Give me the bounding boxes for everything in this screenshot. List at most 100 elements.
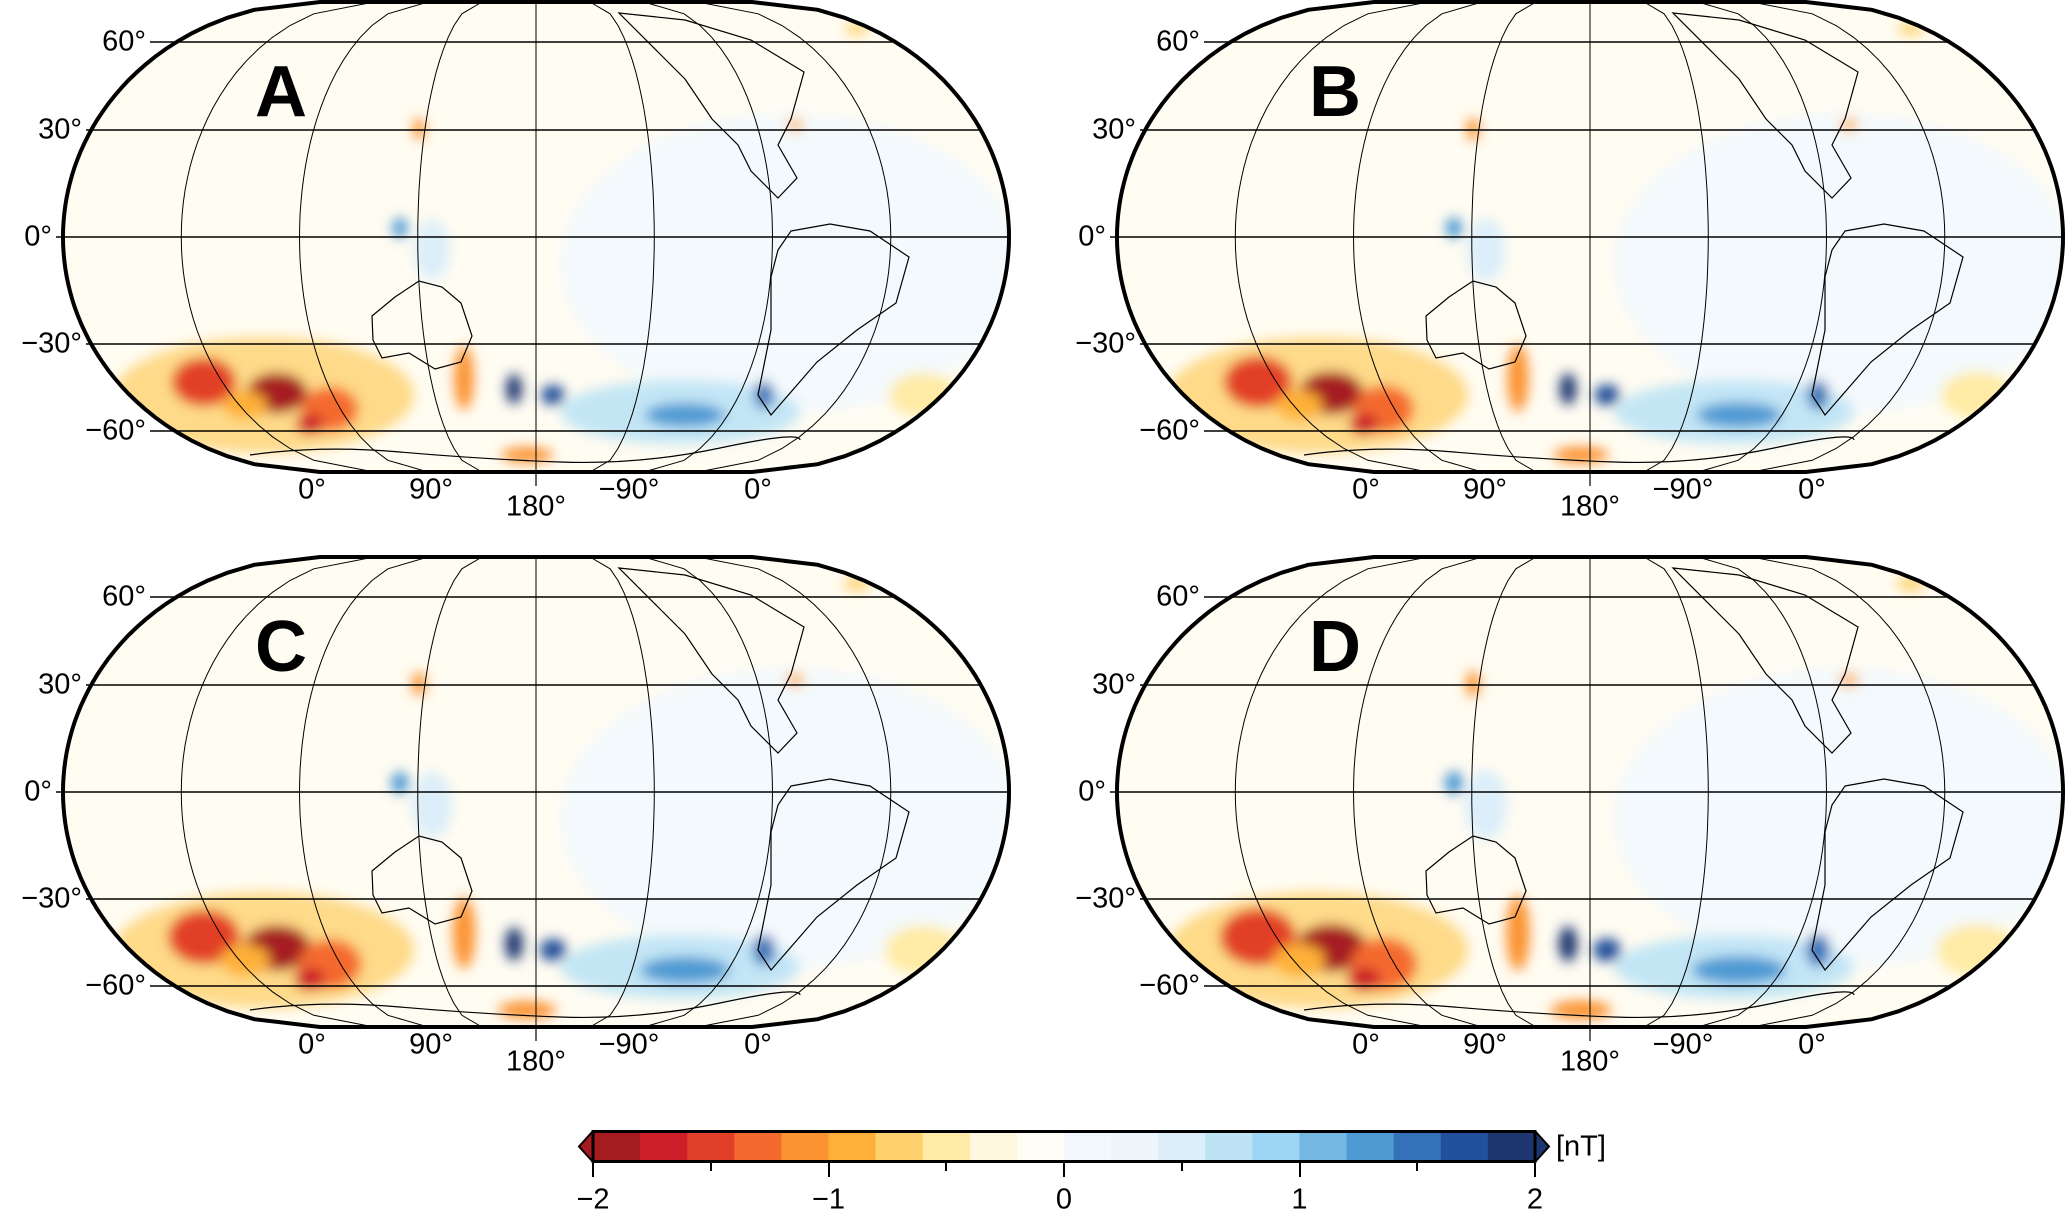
anomaly-contour (172, 358, 236, 406)
coastline (617, 567, 805, 754)
anomaly-contour (223, 391, 267, 419)
anomaly-contour (1444, 771, 1464, 795)
anomaly-contour (1466, 117, 1480, 141)
latitude-label: −30° (21, 327, 82, 360)
colorbar-tick (1534, 1163, 1536, 1177)
anomaly-contour (1614, 668, 2063, 968)
anomaly-contour (640, 956, 730, 984)
anomaly-contour (645, 403, 725, 427)
colorbar-tick (1298, 1163, 1301, 1177)
coastline-antarctica (1303, 436, 1855, 464)
colorbar-bin (875, 1132, 924, 1161)
anomaly-contour (1507, 344, 1529, 412)
colorbar-tick (592, 1163, 594, 1177)
longitude-label: 0° (744, 1028, 772, 1061)
anomaly-contour (414, 220, 450, 280)
coastline (371, 835, 473, 925)
anomaly-contour (541, 385, 565, 405)
longitude-label: 90° (409, 473, 453, 506)
longitude-label: 0° (298, 473, 326, 506)
colorbar-bin (1299, 1132, 1348, 1161)
latitude-label: −60° (85, 969, 146, 1002)
anomaly-contour (1275, 390, 1323, 420)
anomaly-contour (1349, 413, 1379, 435)
anomaly-contour (413, 118, 425, 140)
panel-label: A (255, 52, 307, 132)
map (56, 555, 1012, 1041)
map-panel-a: A 60° 30° 0° −30° −60° 0° 90° 180° −90° 0° (0, 0, 1030, 540)
anomaly-contour (294, 967, 326, 991)
longitude-label: −90° (598, 473, 660, 506)
longitude-label: −90° (1652, 473, 1714, 506)
latitude-label: 0° (1078, 220, 1106, 253)
anomaly-contour (1466, 218, 1506, 282)
coastline (1425, 280, 1527, 370)
latitude-label: 60° (1156, 25, 1200, 58)
latitude-label: 30° (38, 113, 82, 146)
anomaly-contour (1464, 769, 1508, 841)
colorbar-frame (591, 1130, 1537, 1163)
anomaly-contour (392, 218, 408, 238)
colorbar-bin (1346, 1132, 1395, 1161)
colorbar-tick (1063, 1163, 1065, 1177)
longitude-label: 0° (1798, 1028, 1826, 1061)
anomaly-contour (506, 374, 522, 404)
coastline (617, 12, 805, 199)
map (1110, 555, 2066, 1041)
colorbar-bin (1440, 1132, 1489, 1161)
coastline (1671, 567, 1859, 754)
anomaly-contour (1465, 671, 1481, 697)
coastline (1671, 12, 1859, 199)
map-frame (60, 555, 1012, 1029)
map-panel-c: C 60° 30° 0° −30° −60° 0° 90° 180° −90° 0° (0, 555, 1030, 1095)
anomaly-contour (1696, 402, 1782, 428)
longitude-label: 90° (1463, 473, 1507, 506)
anomaly-contour (1840, 118, 1858, 132)
colorbar-bin (1487, 1132, 1536, 1161)
map (56, 0, 1012, 486)
anomaly-contour (560, 668, 1009, 968)
anomaly-contour (787, 119, 803, 131)
latitude-label: 60° (1156, 580, 1200, 613)
anomaly-contour (1691, 955, 1787, 985)
longitude-label: −90° (598, 1028, 660, 1061)
colorbar-tick (1416, 1163, 1419, 1171)
panel-label: D (1309, 607, 1361, 687)
longitude-label: 0° (1352, 473, 1380, 506)
colorbar-bin (687, 1132, 735, 1161)
colorbar-bin (1205, 1132, 1253, 1161)
colorbar-bin (781, 1132, 829, 1161)
anomaly-contour (1220, 908, 1296, 966)
colorbar-extend-low (577, 1130, 594, 1163)
colorbar-bin (828, 1132, 877, 1161)
longitude-label: 0° (1798, 473, 1826, 506)
longitude-label: 0° (1352, 1028, 1380, 1061)
colorbar-tick (827, 1163, 830, 1177)
colorbar-bin (1393, 1132, 1442, 1161)
anomaly-contour (1224, 356, 1292, 408)
colorbar-tick-label: −2 (576, 1183, 610, 1216)
latitude-label: −30° (1075, 882, 1136, 915)
longitude-label: 0° (744, 473, 772, 506)
coastline-antarctica (249, 991, 801, 1019)
anomaly-contour (1807, 380, 1829, 410)
latitude-label: −60° (1139, 414, 1200, 447)
longitude-label: −90° (1652, 1028, 1714, 1061)
longitude-label: 0° (298, 1028, 326, 1061)
anomaly-contour (1592, 938, 1622, 962)
anomaly-contour (786, 673, 804, 687)
anomaly-contour (1445, 217, 1463, 239)
colorbar-bin (1016, 1132, 1065, 1161)
colorbar-tick (709, 1163, 712, 1171)
panel-label: B (1309, 52, 1361, 132)
anomaly-contour (1806, 933, 1830, 967)
coastline-antarctica (249, 436, 801, 464)
colorbar-tick-label: 1 (1291, 1183, 1308, 1216)
map-frame (1114, 555, 2066, 1029)
anomaly-contour (501, 447, 553, 463)
anomaly-contour (560, 113, 1009, 413)
anomaly-contour (1594, 384, 1620, 406)
latitude-label: 0° (24, 220, 52, 253)
latitude-label: −30° (21, 882, 82, 915)
colorbar-tick-label: 0 (1055, 1183, 1073, 1216)
